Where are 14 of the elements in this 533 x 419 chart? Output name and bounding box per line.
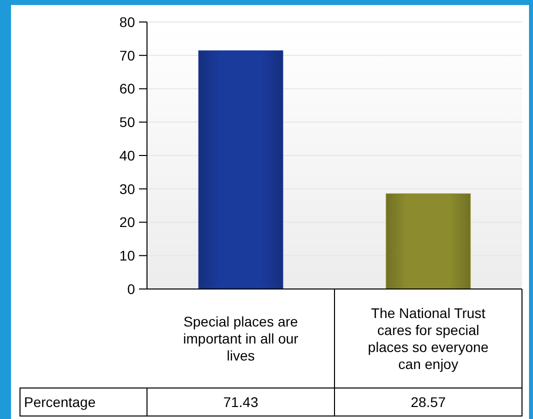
y-tick-label: 0 (127, 280, 136, 297)
y-tick-label: 20 (119, 214, 136, 230)
y-tick-label: 60 (119, 80, 136, 97)
data-label: 28.57 (410, 394, 446, 410)
y-tick-label: 50 (119, 114, 136, 130)
y-tick-label: 70 (119, 47, 136, 64)
data-label: 71.43 (223, 394, 258, 410)
text: Percentage (24, 394, 96, 410)
y-tick-label: 10 (119, 248, 136, 264)
x-tick-label: Special places are important in all our lives (183, 313, 299, 364)
y-tick-label: 80 (119, 14, 136, 30)
y-tick-label: 40 (119, 147, 136, 164)
x-tick-label: The National Trust cares for special places so everyone can enjoy (368, 304, 489, 372)
y-tick-label: 30 (119, 180, 136, 197)
